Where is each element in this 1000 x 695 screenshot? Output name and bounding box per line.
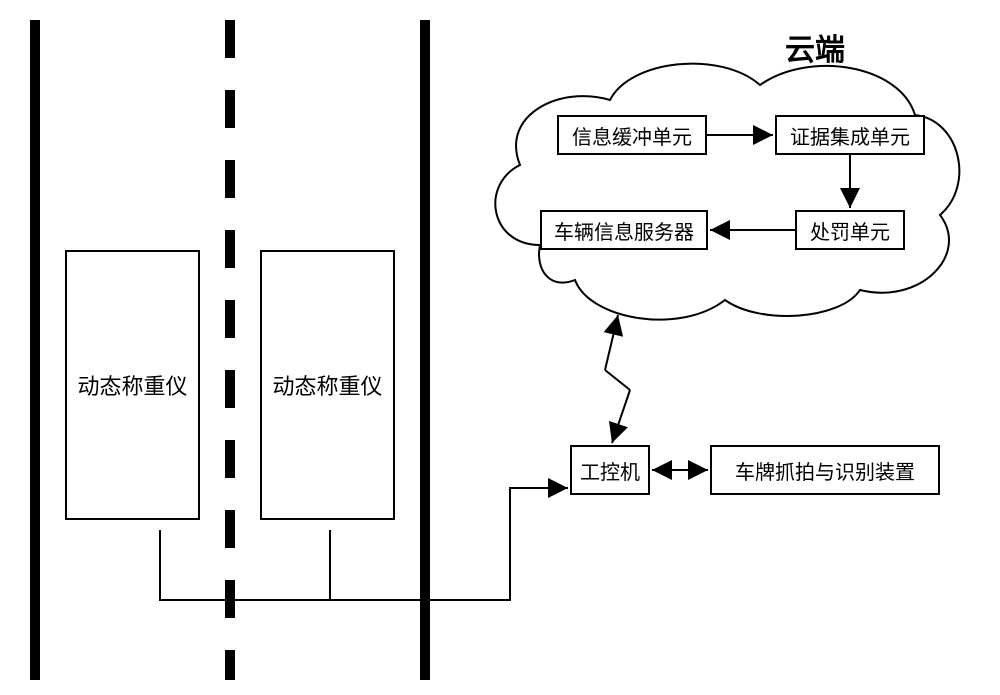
cloud-shape	[480, 45, 970, 325]
server-label: 车辆信息服务器	[554, 216, 694, 245]
vehicle-info-server: 车辆信息服务器	[540, 210, 708, 250]
evidence-unit: 证据集成单元	[775, 115, 925, 155]
lane-left-solid	[30, 20, 40, 680]
penalty-label: 处罚单元	[810, 216, 890, 245]
penalty-unit: 处罚单元	[795, 210, 905, 250]
weigh-sensor-1: 动态称重仪	[65, 250, 200, 520]
weigh-sensor-2-label: 动态称重仪	[272, 369, 382, 401]
camera-label: 车牌抓拍与识别装置	[735, 456, 915, 485]
ipc-label: 工控机	[580, 456, 640, 485]
lane-right-solid	[420, 20, 430, 680]
ipc-box: 工控机	[570, 445, 650, 495]
cloud-title: 云端	[785, 25, 845, 69]
weigh-sensor-2: 动态称重仪	[260, 250, 395, 520]
evidence-label: 证据集成单元	[790, 121, 910, 150]
info-buffer-unit: 信息缓冲单元	[557, 115, 707, 155]
road-area: 动态称重仪 动态称重仪	[30, 20, 430, 680]
lane-center-dashed	[225, 20, 235, 680]
weigh-sensor-1-label: 动态称重仪	[77, 369, 187, 401]
info-buffer-label: 信息缓冲单元	[572, 121, 692, 150]
wireless-link	[605, 315, 630, 443]
camera-box: 车牌抓拍与识别装置	[710, 445, 940, 495]
